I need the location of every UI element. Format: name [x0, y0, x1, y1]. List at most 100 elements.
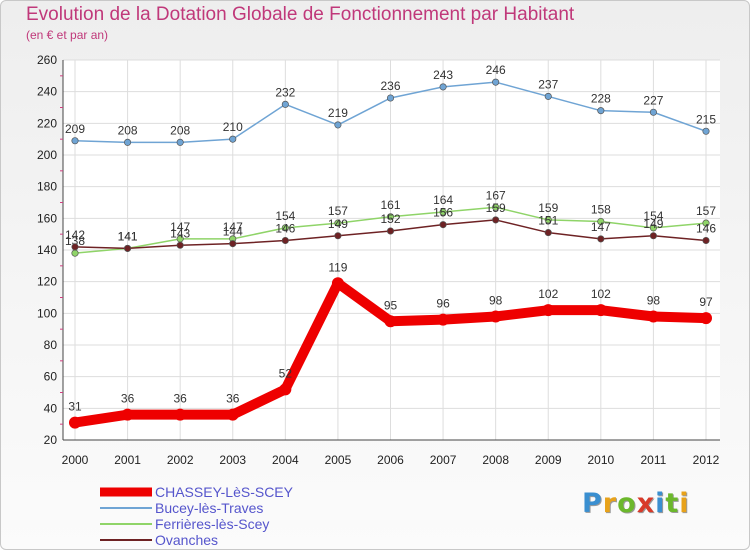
y-tick-label-160: 160 — [37, 211, 57, 225]
y-tick-label-200: 200 — [37, 148, 57, 162]
data-label-ovanches-2000: 142 — [65, 228, 85, 242]
point-chassey-l-s-scey-2009 — [542, 304, 555, 317]
data-label-chassey-l-s-scey-2010: 102 — [591, 287, 611, 301]
data-label-chassey-l-s-scey-2003: 36 — [226, 392, 240, 406]
chart-title: Evolution de la Dotation Globale de Fonc… — [26, 4, 575, 25]
point-chassey-l-s-scey-2007 — [437, 313, 450, 326]
logo-letter-3: x — [636, 488, 656, 519]
point-chassey-l-s-scey-2004 — [279, 383, 292, 396]
data-label-bucey-l-s-traves-2005: 219 — [328, 106, 348, 120]
data-label-bucey-l-s-traves-2009: 237 — [538, 77, 558, 91]
y-tick-label-20: 20 — [44, 433, 58, 447]
chart-subtitle: (en € et par an) — [26, 28, 109, 42]
data-label-chassey-l-s-scey-2004: 52 — [279, 366, 293, 380]
point-ferri-res-l-s-scey-2000 — [71, 249, 79, 257]
point-ferri-res-l-s-scey-2009 — [544, 216, 552, 224]
x-tick-label-2009: 2009 — [535, 453, 562, 467]
data-label-ovanches-2012: 146 — [696, 222, 716, 236]
point-ovanches-2001 — [124, 244, 132, 252]
point-ovanches-2009 — [544, 229, 552, 237]
y-tick-label-80: 80 — [44, 338, 58, 352]
point-chassey-l-s-scey-2008 — [489, 310, 502, 323]
point-ferri-res-l-s-scey-2005 — [334, 219, 342, 227]
data-label-ovanches-2009: 151 — [538, 214, 558, 228]
point-bucey-l-s-traves-2007 — [439, 83, 447, 91]
point-ferri-res-l-s-scey-2012 — [702, 219, 710, 227]
data-label-chassey-l-s-scey-2007: 96 — [436, 297, 450, 311]
data-label-bucey-l-s-traves-2010: 228 — [591, 92, 611, 106]
data-label-ferri-res-l-s-scey-2002: 147 — [170, 220, 190, 234]
data-label-ferri-res-l-s-scey-2009: 159 — [538, 201, 558, 215]
point-ferri-res-l-s-scey-2008 — [492, 203, 500, 211]
data-label-bucey-l-s-traves-2004: 232 — [275, 85, 295, 99]
y-tick-label-40: 40 — [44, 401, 58, 415]
point-ferri-res-l-s-scey-2007 — [439, 208, 447, 216]
y-tick-label-120: 120 — [37, 275, 57, 289]
point-ovanches-2004 — [281, 236, 289, 245]
data-label-bucey-l-s-traves-2011: 227 — [643, 93, 663, 107]
data-label-chassey-l-s-scey-2000: 31 — [68, 400, 82, 414]
data-label-ovanches-2010: 147 — [591, 220, 611, 234]
x-tick-label-2002: 2002 — [167, 453, 194, 467]
legend-label-bucey-l-s-traves: Bucey-lès-Traves — [155, 500, 263, 516]
data-label-ovanches-2005: 149 — [328, 217, 348, 231]
x-tick-label-2000: 2000 — [62, 453, 89, 467]
point-bucey-l-s-traves-2003 — [229, 135, 237, 143]
data-label-ferri-res-l-s-scey-2004: 154 — [275, 209, 295, 223]
point-chassey-l-s-scey-2011 — [647, 310, 660, 323]
x-tick-label-2007: 2007 — [430, 453, 457, 467]
data-label-ferri-res-l-s-scey-2012: 157 — [696, 204, 716, 218]
point-ovanches-2000 — [71, 243, 79, 251]
point-chassey-l-s-scey-2005 — [331, 277, 344, 290]
data-label-ovanches-2006: 152 — [380, 212, 400, 226]
point-ovanches-2007 — [439, 221, 447, 229]
point-bucey-l-s-traves-2002 — [176, 138, 184, 146]
data-label-bucey-l-s-traves-2008: 246 — [486, 63, 506, 77]
logo-letter-6: i — [679, 488, 690, 519]
y-tick-label-180: 180 — [37, 180, 57, 194]
point-chassey-l-s-scey-2001 — [121, 408, 134, 421]
point-ovanches-2011 — [649, 232, 657, 240]
data-label-ovanches-2008: 159 — [486, 201, 506, 215]
data-label-bucey-l-s-traves-2001: 208 — [118, 123, 138, 137]
point-ovanches-2012 — [702, 236, 710, 245]
point-chassey-l-s-scey-2010 — [594, 304, 607, 317]
logo-letter-2: o — [617, 488, 637, 519]
point-bucey-l-s-traves-2010 — [597, 107, 605, 115]
point-bucey-l-s-traves-2008 — [492, 78, 500, 86]
data-label-ferri-res-l-s-scey-2003: 147 — [223, 220, 243, 234]
point-chassey-l-s-scey-2012 — [700, 312, 712, 325]
data-label-ferri-res-l-s-scey-2008: 167 — [486, 188, 506, 202]
data-label-bucey-l-s-traves-2000: 209 — [65, 122, 85, 136]
point-chassey-l-s-scey-2002 — [174, 408, 187, 421]
point-chassey-l-s-scey-2000 — [69, 416, 81, 429]
logo-letter-4: i — [655, 488, 666, 519]
data-label-ovanches-2003: 144 — [223, 225, 243, 239]
data-label-bucey-l-s-traves-2002: 208 — [170, 123, 190, 137]
point-bucey-l-s-traves-2009 — [544, 92, 552, 100]
point-ovanches-2002 — [176, 241, 184, 249]
data-label-bucey-l-s-traves-2012: 215 — [696, 112, 716, 126]
data-label-bucey-l-s-traves-2007: 243 — [433, 68, 453, 82]
x-tick-label-2006: 2006 — [377, 453, 404, 467]
y-tick-label-260: 260 — [37, 53, 57, 67]
data-label-bucey-l-s-traves-2003: 210 — [223, 120, 243, 134]
x-tick-label-2001: 2001 — [114, 453, 141, 467]
y-tick-label-100: 100 — [37, 306, 57, 320]
logo-letter-5: t — [665, 488, 680, 519]
data-label-ferri-res-l-s-scey-2010: 158 — [591, 203, 611, 217]
x-tick-label-2003: 2003 — [219, 453, 246, 467]
point-ferri-res-l-s-scey-2011 — [649, 224, 657, 232]
data-label-chassey-l-s-scey-2006: 95 — [384, 298, 398, 312]
data-label-ovanches-2004: 146 — [275, 222, 295, 236]
legend-label-ovanches: Ovanches — [155, 532, 218, 548]
point-ovanches-2006 — [386, 227, 395, 235]
x-tick-label-2011: 2011 — [641, 453, 667, 467]
x-tick-label-2004: 2004 — [272, 453, 299, 467]
data-label-ovanches-2011: 149 — [643, 217, 663, 231]
point-bucey-l-s-traves-2011 — [649, 108, 657, 116]
point-chassey-l-s-scey-2003 — [226, 408, 239, 421]
data-label-chassey-l-s-scey-2011: 98 — [647, 294, 661, 308]
point-bucey-l-s-traves-2001 — [124, 138, 132, 146]
data-label-ferri-res-l-s-scey-2005: 157 — [328, 204, 348, 218]
